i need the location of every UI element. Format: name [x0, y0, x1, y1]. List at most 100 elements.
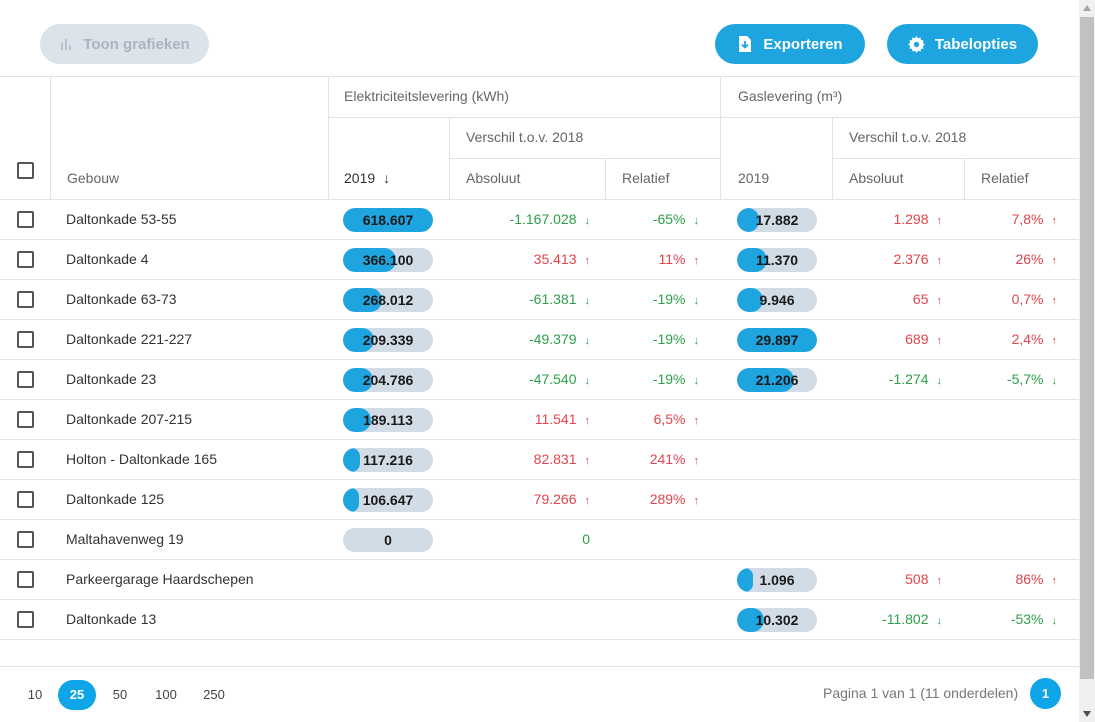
page-size-10[interactable]: 10	[27, 687, 43, 702]
select-all-checkbox[interactable]	[17, 162, 34, 179]
gas-2019-bar-value: 1.096	[759, 572, 795, 588]
header-electricity-group: Elektriciteitslevering (kWh)	[344, 88, 509, 104]
header-gas-absolute[interactable]: Absoluut	[849, 170, 904, 186]
row-checkbox[interactable]	[17, 531, 34, 548]
building-name[interactable]: Maltahavenweg 19	[66, 531, 184, 547]
gas-absolute: 689 ↑	[842, 331, 942, 347]
arrow-down-icon: ↓	[584, 295, 591, 307]
row-checkbox[interactable]	[17, 491, 34, 508]
bar-fill	[343, 288, 382, 312]
gas-relative-value: -53%	[1010, 611, 1044, 627]
table-row[interactable]: Daltonkade 53-55 618.607 -1.167.028 ↓ -65% ↓ 1…	[0, 200, 1079, 240]
gas-2019-bar-value: 17.882	[755, 212, 799, 228]
building-name[interactable]: Parkeergarage Haardschepen	[66, 571, 254, 587]
row-divider	[0, 239, 1079, 240]
gas-relative-value: 0,7%	[1011, 291, 1044, 307]
building-name[interactable]: Daltonkade 13	[66, 611, 157, 627]
building-name[interactable]: Daltonkade 53-55	[66, 211, 177, 227]
arrow-up-icon: ↑	[1051, 335, 1058, 347]
electricity-2019-bar-value: 204.786	[362, 372, 414, 388]
table-options-button[interactable]: Tabelopties	[887, 24, 1038, 64]
table-row[interactable]: Daltonkade 207-215 189.113 11.541 ↑ 6,5% ↑	[0, 400, 1079, 440]
electricity-2019-bar-value: 268.012	[362, 292, 414, 308]
table-row[interactable]: Daltonkade 63-73 268.012 -61.381 ↓ -19% ↓ 9.94…	[0, 280, 1079, 320]
electricity-absolute: 11.541 ↑	[450, 411, 590, 427]
export-button[interactable]: Exporteren	[715, 24, 865, 64]
gas-absolute: 508 ↑	[842, 571, 942, 587]
table-row[interactable]: Daltonkade 13 10.302 -11.802 ↓ -53% ↓	[0, 600, 1079, 640]
electricity-2019-bar: 106.647	[343, 488, 433, 512]
table-row[interactable]: Daltonkade 221-227 209.339 -49.379 ↓ -19% ↓ 29…	[0, 320, 1079, 360]
header-gas-group: Gaslevering (m³)	[738, 88, 843, 104]
pagination-bar: 10 25 50 100 250 Pagina 1 van 1 (11 onde…	[0, 666, 1079, 722]
building-name[interactable]: Daltonkade 221-227	[66, 331, 193, 347]
table-row[interactable]: Daltonkade 125 106.647 79.266 ↑ 289% ↑	[0, 480, 1079, 520]
header-gas-relative[interactable]: Relatief	[981, 170, 1029, 186]
building-name[interactable]: Daltonkade 23	[66, 371, 157, 387]
gas-2019-bar-value: 29.897	[755, 332, 799, 348]
header-electricity-relative[interactable]: Relatief	[622, 170, 670, 186]
sort-down-icon: ↓	[383, 170, 391, 186]
row-checkbox[interactable]	[17, 411, 34, 428]
vertical-scrollbar[interactable]	[1079, 0, 1095, 722]
header-electricity-absolute[interactable]: Absoluut	[466, 170, 521, 186]
electricity-relative-value: 6,5%	[653, 411, 686, 427]
arrow-down-icon: ↓	[693, 295, 700, 307]
gas-absolute: -11.802 ↓	[842, 611, 942, 627]
header-electricity-2019[interactable]: 2019 ↓	[344, 170, 390, 186]
row-checkbox[interactable]	[17, 371, 34, 388]
page-size-25[interactable]: 25	[58, 680, 96, 710]
table-row[interactable]: Parkeergarage Haardschepen 1.096 508 ↑ 86% ↑	[0, 560, 1079, 600]
row-checkbox[interactable]	[17, 251, 34, 268]
electricity-relative-value: -65%	[652, 211, 686, 227]
scroll-up-icon[interactable]	[1079, 0, 1095, 16]
show-charts-button[interactable]: Toon grafieken	[40, 24, 209, 64]
building-name[interactable]: Daltonkade 4	[66, 251, 149, 267]
arrow-up-icon: ↑	[1051, 255, 1058, 267]
building-name[interactable]: Daltonkade 207-215	[66, 411, 193, 427]
table-row[interactable]: Maltahavenweg 19 0 0	[0, 520, 1079, 560]
row-checkbox[interactable]	[17, 291, 34, 308]
arrow-up-icon: ↑	[693, 495, 700, 507]
row-checkbox[interactable]	[17, 211, 34, 228]
row-checkbox[interactable]	[17, 611, 34, 628]
electricity-2019-bar-value: 189.113	[363, 412, 413, 428]
electricity-2019-bar: 366.100	[343, 248, 433, 272]
electricity-absolute: 0	[450, 531, 590, 547]
gas-absolute: 65 ↑	[842, 291, 942, 307]
page-button-1[interactable]: 1	[1030, 678, 1061, 709]
gas-absolute-value: -11.802	[882, 611, 929, 627]
electricity-relative-value: 241%	[649, 451, 686, 467]
scroll-down-icon[interactable]	[1079, 706, 1095, 722]
electricity-2019-bar-value: 366.100	[362, 252, 414, 268]
header-building[interactable]: Gebouw	[67, 170, 120, 186]
gas-relative-value: 7,8%	[1011, 211, 1044, 227]
scrollbar-thumb[interactable]	[1080, 17, 1094, 679]
electricity-absolute: -61.381 ↓	[450, 291, 590, 307]
gas-absolute-value: 1.298	[893, 211, 929, 227]
table-row[interactable]: Daltonkade 4 366.100 35.413 ↑ 11% ↑ 11.370 2.37…	[0, 240, 1079, 280]
building-name[interactable]: Holton - Daltonkade 165	[66, 451, 217, 467]
bar-fill	[343, 488, 359, 512]
building-name[interactable]: Daltonkade 63-73	[66, 291, 177, 307]
row-checkbox[interactable]	[17, 451, 34, 468]
table-row[interactable]: Holton - Daltonkade 165 117.216 82.831 ↑ 241…	[0, 440, 1079, 480]
bar-fill	[343, 328, 374, 352]
gas-absolute: -1.274 ↓	[842, 371, 942, 387]
arrow-up-icon: ↑	[936, 255, 943, 267]
row-checkbox[interactable]	[17, 331, 34, 348]
gas-relative: 86% ↑	[967, 571, 1057, 587]
bar-fill	[737, 288, 763, 312]
header-gas-2019[interactable]: 2019	[738, 170, 770, 186]
electricity-relative: 6,5% ↑	[609, 411, 699, 427]
gas-2019-bar-value: 21.206	[755, 372, 799, 388]
divider	[833, 158, 1079, 159]
page-size-50[interactable]: 50	[112, 687, 128, 702]
table-row[interactable]: Daltonkade 23 204.786 -47.540 ↓ -19% ↓ 21.206 -…	[0, 360, 1079, 400]
building-name[interactable]: Daltonkade 125	[66, 491, 165, 507]
page-size-100[interactable]: 100	[155, 687, 177, 702]
row-checkbox[interactable]	[17, 571, 34, 588]
row-divider	[0, 279, 1079, 280]
page-size-250[interactable]: 250	[203, 687, 225, 702]
gas-2019-bar-value: 10.302	[755, 612, 799, 628]
